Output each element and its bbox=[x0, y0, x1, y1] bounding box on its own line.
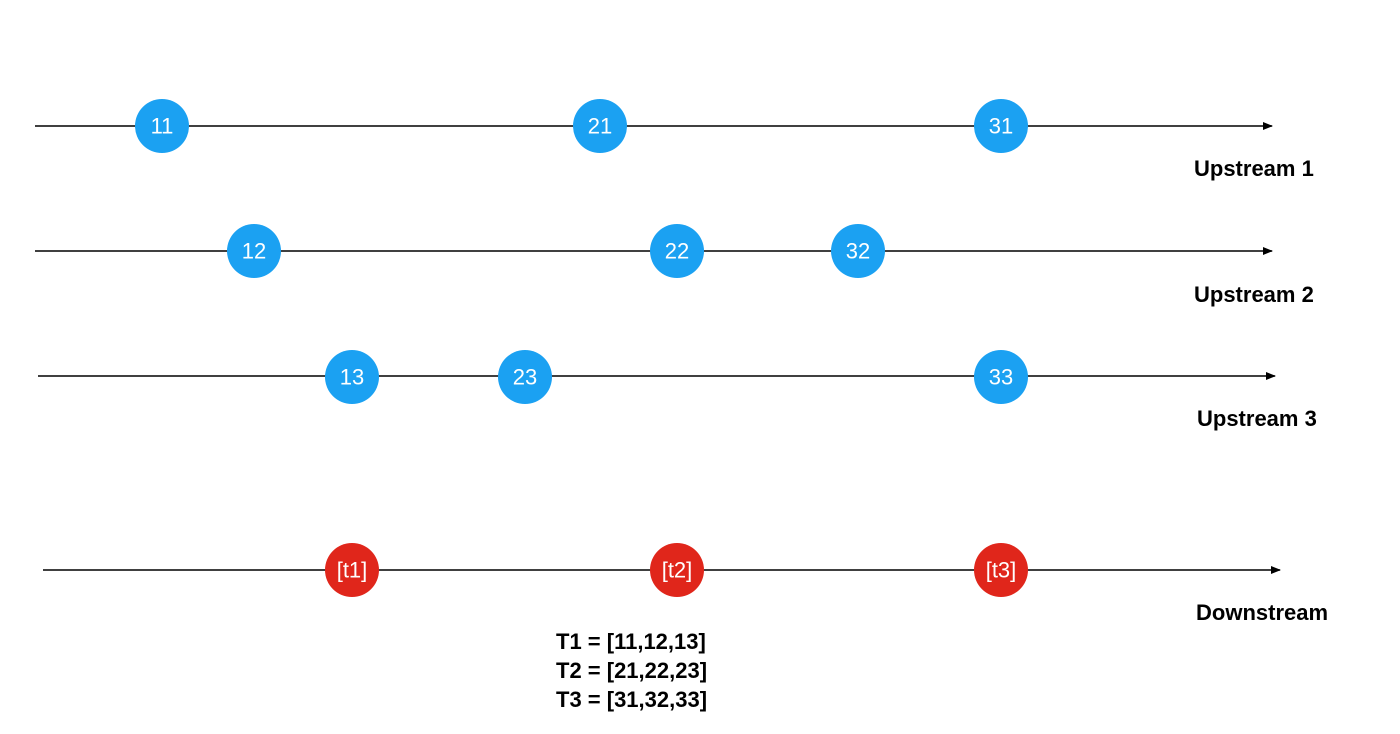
marble-label: 22 bbox=[665, 239, 689, 264]
upstream-1-timeline: 11 21 31 Upstream 1 bbox=[35, 99, 1314, 181]
marble-label: 32 bbox=[846, 239, 870, 264]
marble-circle bbox=[650, 543, 704, 597]
marble-22: 22 bbox=[650, 224, 704, 278]
marble-label: 11 bbox=[151, 114, 174, 139]
marble-circle bbox=[831, 224, 885, 278]
marble-circle bbox=[974, 543, 1028, 597]
marble-21: 21 bbox=[573, 99, 627, 153]
legend-line-t1: T1 = [11,12,13] bbox=[556, 629, 706, 654]
upstream-3-timeline: 13 23 33 Upstream 3 bbox=[38, 350, 1317, 431]
stream-label-upstream-3: Upstream 3 bbox=[1197, 406, 1317, 431]
stream-label-downstream: Downstream bbox=[1196, 600, 1328, 625]
legend-line-t3: T3 = [31,32,33] bbox=[556, 687, 708, 712]
marble-31: 31 bbox=[974, 99, 1028, 153]
marble-label: [t1] bbox=[337, 558, 368, 583]
marble-label: 12 bbox=[242, 239, 266, 264]
marble-label: 21 bbox=[588, 114, 612, 139]
marble-t1: [t1] bbox=[325, 543, 379, 597]
marble-32: 32 bbox=[831, 224, 885, 278]
marble-23: 23 bbox=[498, 350, 552, 404]
marble-circle bbox=[650, 224, 704, 278]
marble-33: 33 bbox=[974, 350, 1028, 404]
tuple-legend: T1 = [11,12,13] T2 = [21,22,23] T3 = [31… bbox=[556, 627, 707, 714]
marble-label: 31 bbox=[989, 114, 1013, 139]
marble-circle bbox=[325, 543, 379, 597]
downstream-timeline: [t1] [t2] [t3] Downstream bbox=[43, 543, 1328, 625]
marble-circle bbox=[227, 224, 281, 278]
legend-line-t2: T2 = [21,22,23] bbox=[556, 658, 708, 683]
marble-label: [t2] bbox=[662, 558, 693, 583]
marble-circle bbox=[498, 350, 552, 404]
marble-12: 12 bbox=[227, 224, 281, 278]
marble-circle bbox=[325, 350, 379, 404]
marble-circle bbox=[573, 99, 627, 153]
marble-circle bbox=[135, 99, 189, 153]
marble-circle bbox=[974, 350, 1028, 404]
marble-t2: [t2] bbox=[650, 543, 704, 597]
marble-label: 33 bbox=[989, 365, 1013, 390]
marble-11: 11 bbox=[135, 99, 189, 153]
marble-13: 13 bbox=[325, 350, 379, 404]
marble-label: [t3] bbox=[986, 558, 1017, 583]
marble-label: 13 bbox=[340, 365, 364, 390]
stream-label-upstream-1: Upstream 1 bbox=[1194, 156, 1314, 181]
marble-label: 23 bbox=[513, 365, 537, 390]
marble-circle bbox=[974, 99, 1028, 153]
upstream-2-timeline: 12 22 32 Upstream 2 bbox=[35, 224, 1314, 307]
stream-label-upstream-2: Upstream 2 bbox=[1194, 282, 1314, 307]
marble-t3: [t3] bbox=[974, 543, 1028, 597]
